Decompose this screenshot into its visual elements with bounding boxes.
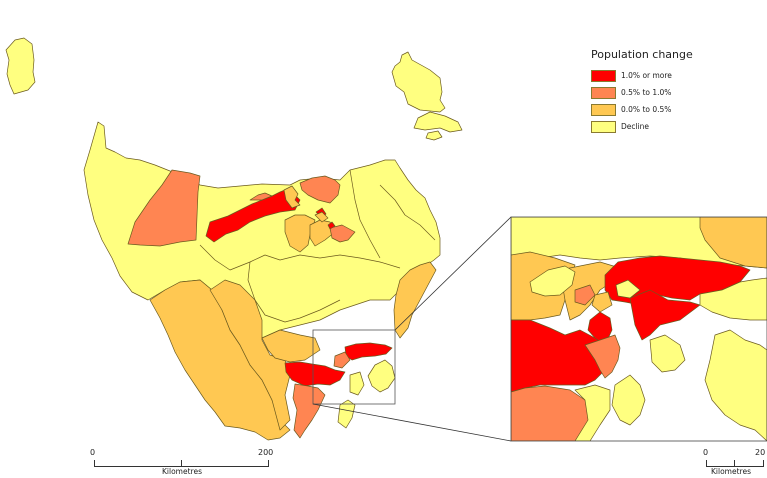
- scale-main-mid-tick: [181, 460, 182, 466]
- scale-inset-end: 20: [755, 448, 766, 457]
- scale-bar-inset: 0 20 Kilometres: [703, 448, 767, 478]
- region-launceston-red-2: [327, 221, 336, 230]
- legend-swatch-yellow: [591, 120, 616, 133]
- region-small-island: [425, 130, 443, 141]
- region-huon-valley: [292, 383, 326, 439]
- region-kingborough-red: [284, 361, 346, 387]
- scale-inset-mid-tick: [734, 460, 735, 466]
- region-waratah-wynyard: [127, 169, 201, 247]
- inset-region-light-east-island: [649, 334, 686, 373]
- region-bruny-island: [337, 399, 356, 429]
- inset-region-light-peninsula: [611, 374, 646, 426]
- region-devonport-latrobe: [205, 187, 301, 243]
- legend-label: 1.0% or more: [621, 71, 672, 80]
- inset-region-light-island: [615, 279, 641, 299]
- legend-title: Population change: [591, 48, 693, 61]
- legend-swatch-red: [591, 69, 616, 82]
- scale-inset-unit: Kilometres: [711, 467, 751, 476]
- region-launceston-east-orange: [284, 214, 316, 253]
- scale-main-unit: Kilometres: [162, 467, 202, 476]
- scale-main-bar: [94, 460, 269, 467]
- region-east-coast-south: [393, 261, 437, 339]
- inset-region-small-orange-2: [591, 291, 613, 313]
- inset-region-small-orange: [574, 284, 596, 306]
- inset-region-northwest-light: [529, 265, 576, 297]
- legend-label: 0.5% to 1.0%: [621, 88, 672, 97]
- region-hobart-red-east: [344, 342, 393, 361]
- region-south-arm: [349, 371, 365, 396]
- region-launceston-north-orange: [314, 211, 329, 223]
- region-launceston-orange: [329, 224, 356, 243]
- legend-swatch-light-orange: [591, 103, 616, 116]
- scale-inset-start: 0: [703, 448, 709, 457]
- region-north-coast-strip-orange: [249, 192, 273, 201]
- inset-region-orange-south: [584, 334, 621, 379]
- inset-map: [510, 216, 767, 442]
- scale-bar-main: 0 200 Kilometres: [90, 448, 280, 478]
- legend-swatch-orange: [591, 86, 616, 99]
- legend-item-one-or-more: 1.0% or more: [591, 67, 693, 84]
- region-north-coast-strip-light: [283, 185, 301, 209]
- region-george-town: [299, 175, 341, 204]
- inset-connector-bottom: [312, 403, 512, 442]
- boundary-line: [379, 184, 436, 241]
- region-hobart-orange: [333, 351, 351, 369]
- scale-main-start: 0: [90, 448, 96, 457]
- inset-region-east-light-top: [699, 277, 767, 321]
- scale-inset-bar: [706, 460, 764, 467]
- inset-source-box: [312, 329, 396, 405]
- inset-region-light-south: [574, 384, 611, 441]
- legend-item-zero-to-half: 0.0% to 0.5%: [591, 101, 693, 118]
- legend-label: Decline: [621, 122, 650, 131]
- region-cape-barren-island: [413, 111, 463, 133]
- region-tasman-peninsula: [367, 359, 396, 393]
- inset-region-light-far-east: [704, 329, 767, 441]
- inset-region-ne-orange: [699, 217, 767, 269]
- boundary-line: [247, 261, 341, 323]
- legend-label: 0.0% to 0.5%: [621, 105, 672, 114]
- inset-region-red-harbour: [629, 289, 701, 341]
- legend: Population change 1.0% or more 0.5% to 1…: [591, 48, 693, 135]
- boundary-line: [349, 169, 381, 259]
- region-derwent-valley: [261, 329, 321, 363]
- region-flinders-island: [391, 51, 446, 113]
- scale-main-end: 200: [258, 448, 274, 457]
- inset-connector-top: [394, 216, 512, 331]
- legend-item-half-to-one: 0.5% to 1.0%: [591, 84, 693, 101]
- region-king-island: [5, 37, 36, 95]
- legend-item-decline: Decline: [591, 118, 693, 135]
- boundary-line: [199, 244, 401, 271]
